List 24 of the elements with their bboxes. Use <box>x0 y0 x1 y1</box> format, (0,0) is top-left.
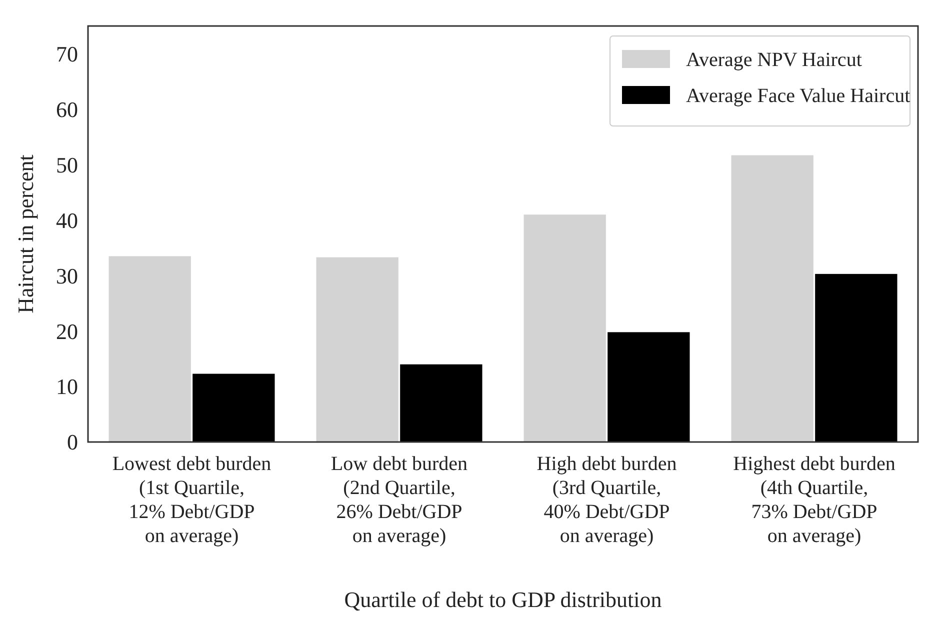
bar <box>316 257 398 442</box>
x-tick-label: Lowest debt burden (1st Quartile, 12% Debt/GDP on average) <box>112 453 272 547</box>
bar <box>608 332 690 442</box>
y-tick-label: 30 <box>56 263 78 288</box>
bar <box>524 214 606 442</box>
bar <box>192 374 275 442</box>
y-tick-label: 10 <box>56 374 78 400</box>
y-tick-label: 0 <box>67 430 78 455</box>
y-tick-label: 20 <box>56 318 78 344</box>
bar <box>108 256 191 442</box>
bar <box>400 364 482 442</box>
y-tick-label: 50 <box>56 152 78 178</box>
bar <box>731 155 814 442</box>
legend-label: Average Face Value Haircut <box>686 85 911 107</box>
y-tick-label: 70 <box>56 41 78 66</box>
legend-label: Average NPV Haircut <box>686 49 862 71</box>
x-axis-title: Quartile of debt to GDP distribution <box>344 587 662 612</box>
x-tick-label: Low debt burden (2nd Quartile, 26% Debt/GDP on average) <box>330 453 468 547</box>
x-tick-label: High debt burden (3rd Quartile, 40% Debt/GDP on average) <box>536 453 677 547</box>
y-tick-label: 40 <box>56 208 78 233</box>
y-axis-title: Haircut in percent <box>13 154 38 314</box>
bar <box>815 274 898 442</box>
y-tick-label: 60 <box>56 96 78 122</box>
x-tick-label: Highest debt burden (4th Quartile, 73% Debt/GDP on average) <box>733 453 896 547</box>
